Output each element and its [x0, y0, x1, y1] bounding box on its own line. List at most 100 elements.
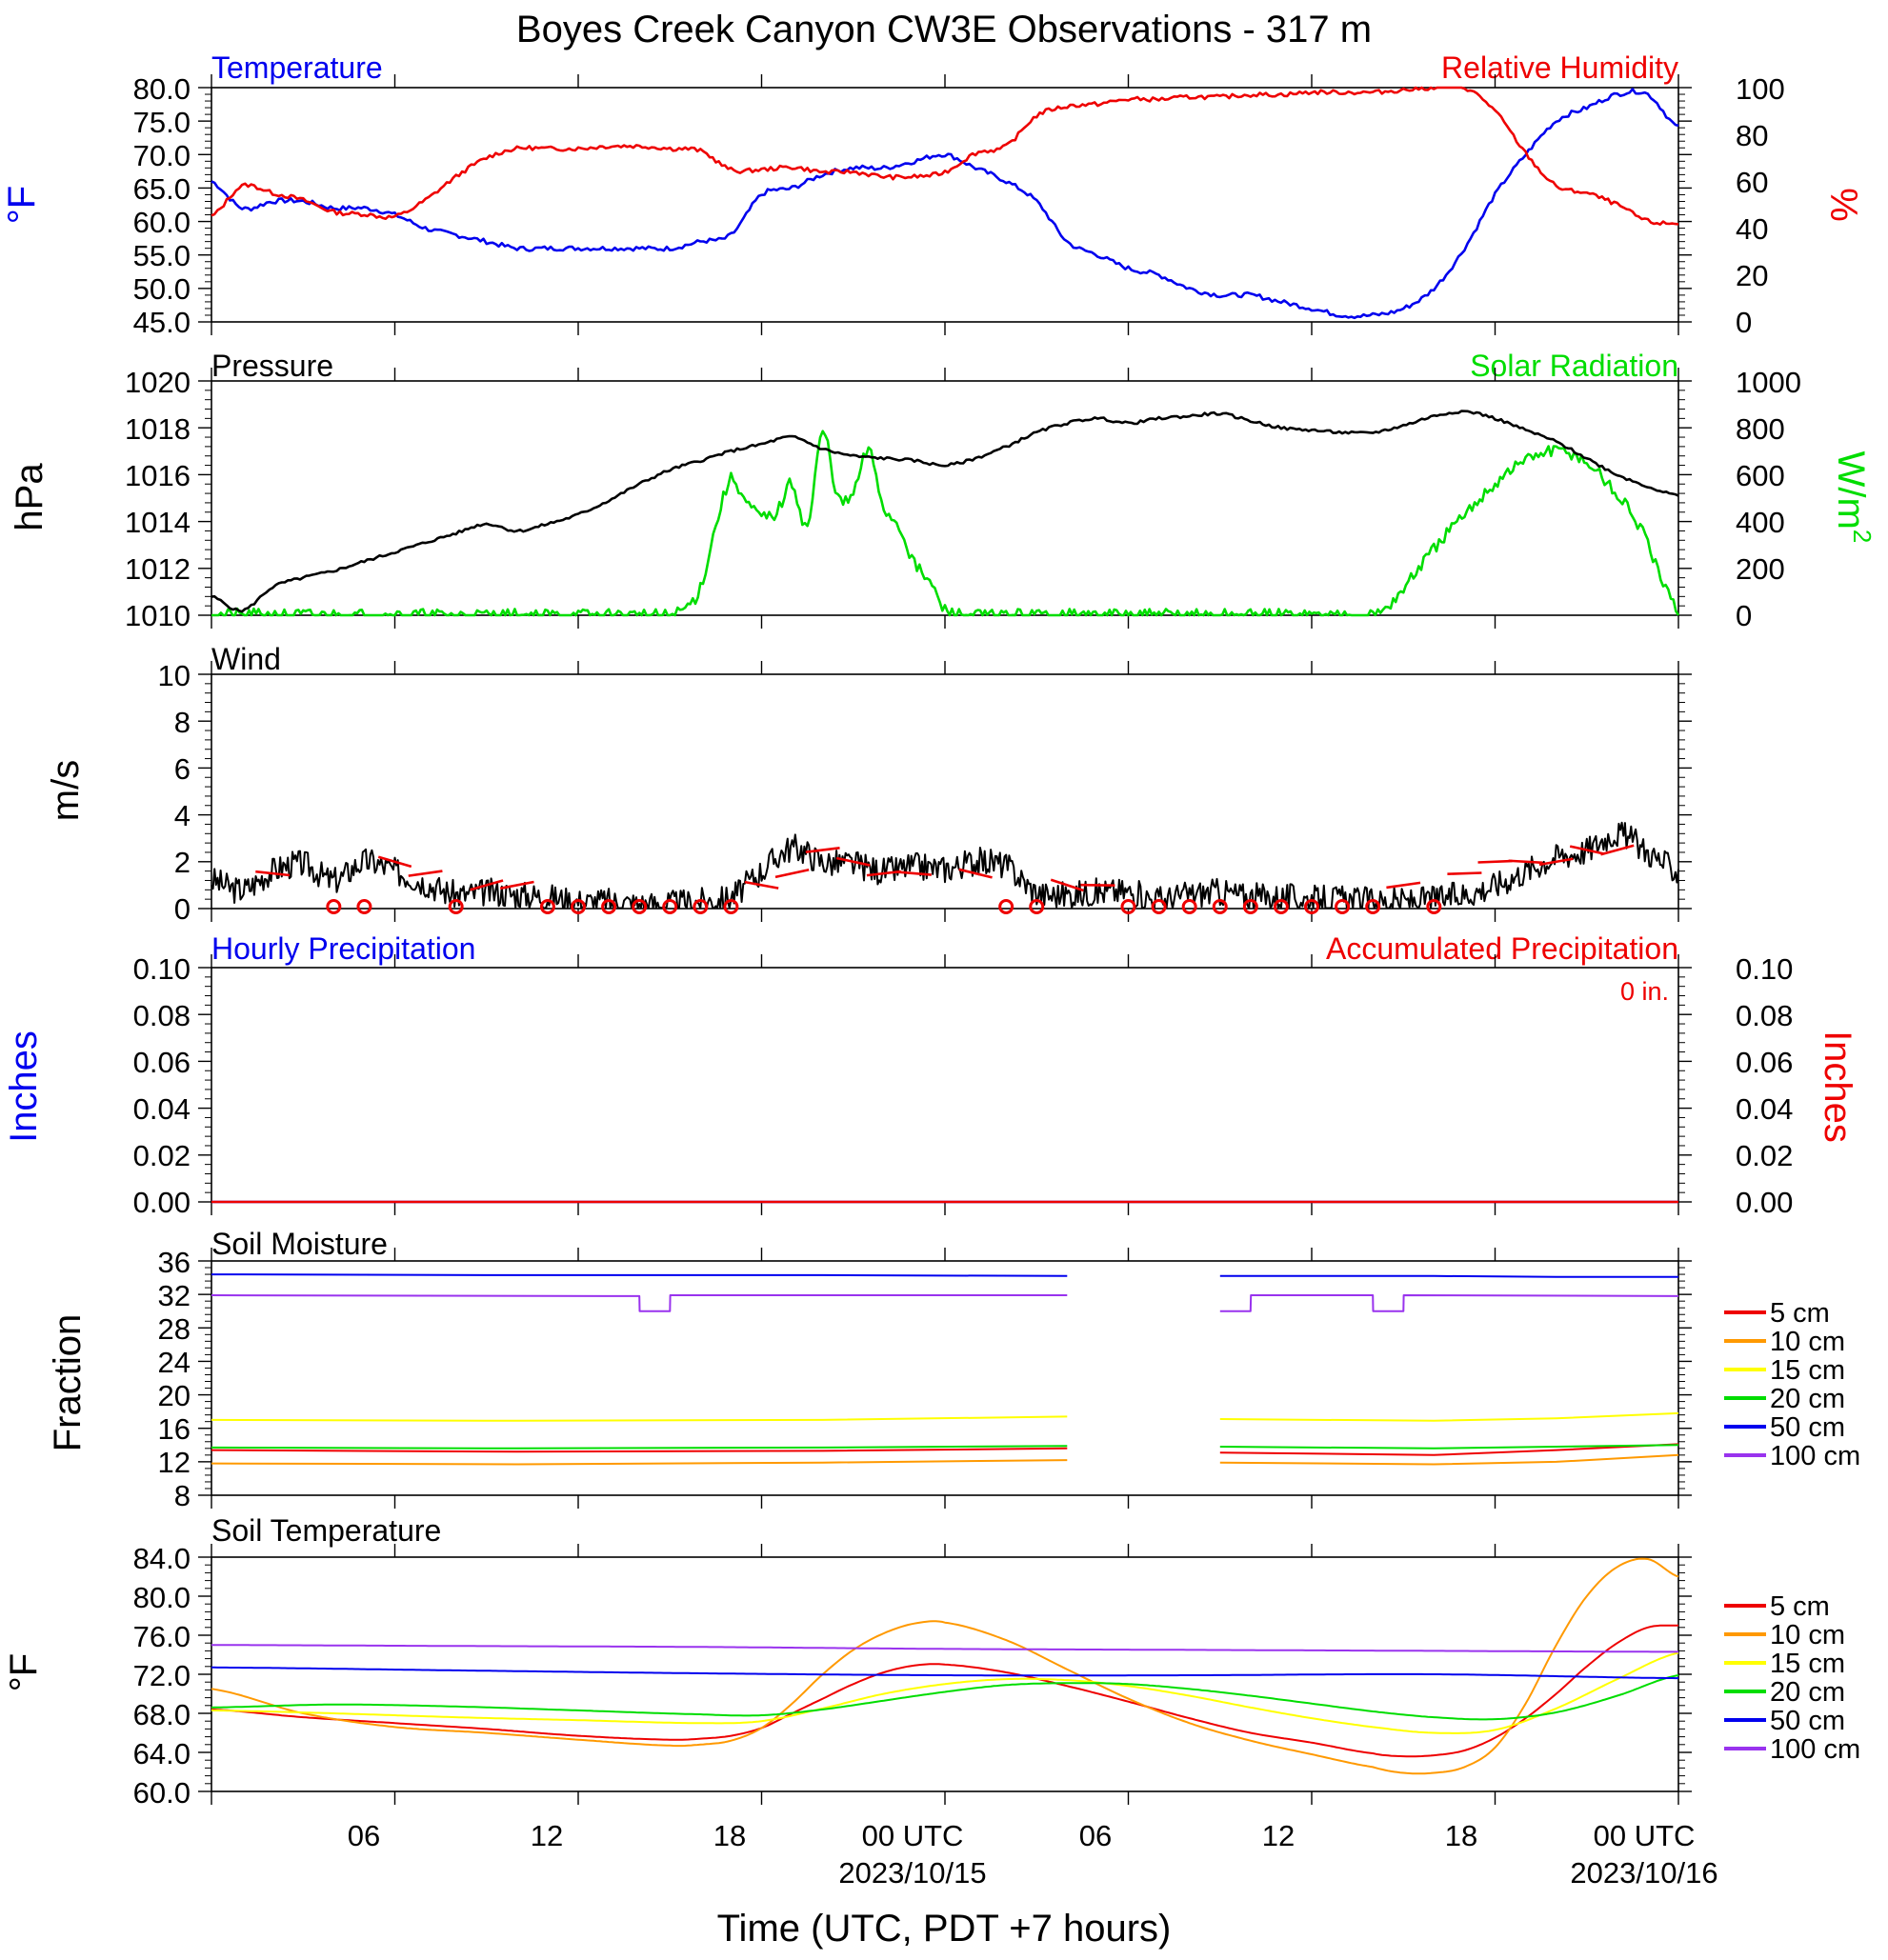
pressure-solar-plot-area	[198, 368, 1692, 629]
legend-label: 20 cm	[1770, 1677, 1845, 1708]
y2-tick-label: 80	[1736, 119, 1768, 152]
x-tick-label: 00 UTC	[862, 1819, 964, 1852]
wind-barb	[1569, 845, 1604, 855]
x-tick-label: 12	[1262, 1819, 1295, 1852]
soil-temp-legend: 5 cm 10 cm 15 cm 20 cm 50 cm 100 cm	[1724, 1591, 1860, 1765]
x-tick-label: 18	[1445, 1819, 1477, 1852]
y2-tick-label: 200	[1736, 552, 1785, 586]
y2-tick-label: 40	[1736, 212, 1768, 246]
wind-barb	[896, 870, 932, 876]
y-tick-label: 2	[174, 846, 191, 879]
y-tick-label: 1012	[125, 552, 191, 586]
y-tick-label: 1016	[125, 459, 191, 492]
panel-temp-rh: Temperature Relative Humidity °F % 80.0 …	[1, 50, 1864, 339]
x-tick-label: 06	[348, 1819, 380, 1852]
calm-wind-marker	[1304, 899, 1319, 914]
y2-tick-label: 100	[1736, 72, 1785, 106]
pressure-title: Pressure	[211, 349, 333, 383]
y-tick-label: 1018	[125, 412, 191, 446]
y2-tick-label: 0.02	[1736, 1139, 1793, 1172]
soil-moisture-unit: Fraction	[47, 1314, 89, 1452]
y-tick-label: 0.04	[133, 1092, 191, 1126]
temp-unit: °F	[1, 186, 43, 224]
precip-plot-area	[198, 954, 1692, 1215]
calm-wind-marker	[1120, 899, 1136, 914]
y-tick-label: 4	[174, 799, 191, 832]
y-tick-label: 72.0	[133, 1659, 191, 1692]
plot-frame	[211, 967, 1679, 1203]
wind-barb	[866, 870, 901, 877]
rh-title: Relative Humidity	[1441, 50, 1678, 85]
legend-label: 20 cm	[1770, 1384, 1845, 1414]
wind-barb	[835, 856, 871, 867]
wind-barb	[1386, 881, 1421, 890]
accum-precip-total: 0 in.	[1620, 977, 1669, 1006]
precip-left-unit: Inches	[3, 1030, 45, 1143]
wind-speed-line	[211, 821, 1679, 910]
legend-entry: 10 cm	[1724, 1620, 1845, 1650]
y-tick-label: 24	[158, 1346, 191, 1379]
soil-moisture-line	[211, 1445, 1068, 1450]
y2-tick-label: 400	[1736, 506, 1785, 539]
legend-entry: 15 cm	[1724, 1649, 1845, 1679]
calm-wind-marker	[1242, 899, 1258, 914]
calm-wind-marker	[632, 899, 648, 914]
soil-moisture-line	[211, 1415, 1068, 1422]
temp-yticks: 80.0 75.0 70.0 65.0 60.0 55.0 50.0 45.0	[133, 72, 191, 339]
y2-tick-label: 0.04	[1736, 1092, 1793, 1126]
y-tick-label: 1020	[125, 366, 191, 399]
legend-label: 15 cm	[1770, 1355, 1845, 1386]
calm-wind-marker	[539, 899, 555, 914]
y2-tick-label: 0.08	[1736, 999, 1793, 1032]
hourly-precip-title: Hourly Precipitation	[211, 931, 475, 966]
y-tick-label: 80.0	[133, 1581, 191, 1614]
y-tick-label: 8	[174, 706, 191, 739]
soil-temp-line	[211, 1666, 1678, 1680]
x-tick-label: 00 UTC	[1594, 1819, 1696, 1852]
solar-unit-sup: 2	[1848, 530, 1877, 543]
wind-barb	[255, 870, 291, 877]
soil-temp-line	[211, 1644, 1678, 1653]
y-tick-label: 1010	[125, 599, 191, 632]
wind-title: Wind	[211, 642, 281, 676]
y2-tick-label: 0	[1736, 599, 1752, 632]
y-tick-label: 65.0	[133, 172, 191, 206]
x-tick-label: 18	[713, 1819, 746, 1852]
x-tick-sublabel: 2023/10/15	[838, 1856, 986, 1890]
wind-yticks: 10 8 6 4 2 0	[158, 659, 191, 926]
calm-wind-marker	[1181, 899, 1197, 914]
wind-barb	[470, 879, 504, 891]
rh-unit: %	[1822, 188, 1864, 222]
soil-moisture-line	[211, 1294, 1068, 1312]
legend-label: 10 cm	[1770, 1327, 1845, 1357]
temp-title: Temperature	[211, 50, 383, 85]
calm-wind-marker	[1151, 899, 1167, 914]
panel-precip: Hourly Precipitation Accumulated Precipi…	[3, 931, 1858, 1219]
calm-wind-marker	[356, 899, 372, 914]
calm-wind-marker	[326, 899, 342, 914]
wind-barb	[805, 847, 840, 853]
calm-wind-marker	[1335, 899, 1351, 914]
y-tick-label: 68.0	[133, 1698, 191, 1731]
y-tick-label: 70.0	[133, 139, 191, 172]
calm-wind-marker	[571, 899, 586, 914]
temperature-line	[211, 88, 1679, 320]
pressure-yticks: 1020 1018 1016 1014 1012 1010	[125, 366, 191, 632]
wind-barb	[744, 880, 779, 890]
soil-temp-line	[211, 1557, 1679, 1775]
wind-barb	[1477, 859, 1513, 864]
soil-moisture-title: Soil Moisture	[211, 1227, 388, 1261]
precip-yticks: 0.10 0.08 0.06 0.04 0.02 0.00	[133, 952, 191, 1219]
y-tick-label: 0.00	[133, 1186, 191, 1219]
y-tick-label: 84.0	[133, 1542, 191, 1575]
x-tick-sublabel: 2023/10/16	[1570, 1856, 1717, 1890]
y-tick-label: 10	[158, 659, 191, 692]
calm-wind-marker	[1212, 899, 1228, 914]
legend-label: 5 cm	[1770, 1591, 1830, 1622]
legend-entry: 100 cm	[1724, 1734, 1860, 1765]
y-tick-label: 64.0	[133, 1737, 191, 1770]
y-tick-label: 55.0	[133, 239, 191, 272]
y-tick-label: 76.0	[133, 1620, 191, 1653]
y-tick-label: 32	[158, 1279, 191, 1312]
soil-moisture-line	[211, 1447, 1068, 1453]
